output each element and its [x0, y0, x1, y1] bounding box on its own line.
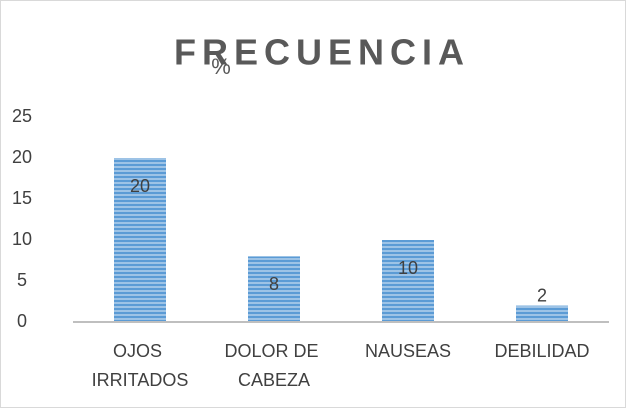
bar	[114, 158, 166, 322]
chart-title: FRECUENCIA	[174, 32, 470, 73]
bar	[382, 240, 434, 322]
data-label: 20	[130, 176, 150, 196]
x-tick-label: DEBILIDAD	[494, 341, 589, 361]
data-label: 10	[398, 258, 418, 278]
bar	[248, 256, 300, 322]
data-label: 8	[269, 274, 279, 294]
y-tick-label: 25	[12, 106, 32, 126]
x-tick-line: OJOS	[113, 341, 167, 361]
x-tick-label: NAUSEAS	[365, 341, 451, 361]
x-tick-line: IRRITADOS	[92, 370, 189, 390]
y-tick-label: 20	[12, 147, 32, 167]
x-tick-label: OJOS IRRITADOS	[92, 341, 189, 390]
bar	[516, 305, 568, 322]
y-tick-label: 15	[12, 188, 32, 208]
x-tick-line: DOLOR DE	[224, 341, 323, 361]
y-tick-label: 5	[17, 270, 27, 290]
annotation: %	[211, 54, 231, 79]
y-tick-label: 10	[12, 229, 32, 249]
x-tick-line: CABEZA	[238, 370, 310, 390]
data-label: 2	[537, 285, 547, 305]
x-tick-label: DOLOR DE CABEZA	[224, 341, 323, 390]
y-tick-label: 0	[17, 311, 27, 331]
